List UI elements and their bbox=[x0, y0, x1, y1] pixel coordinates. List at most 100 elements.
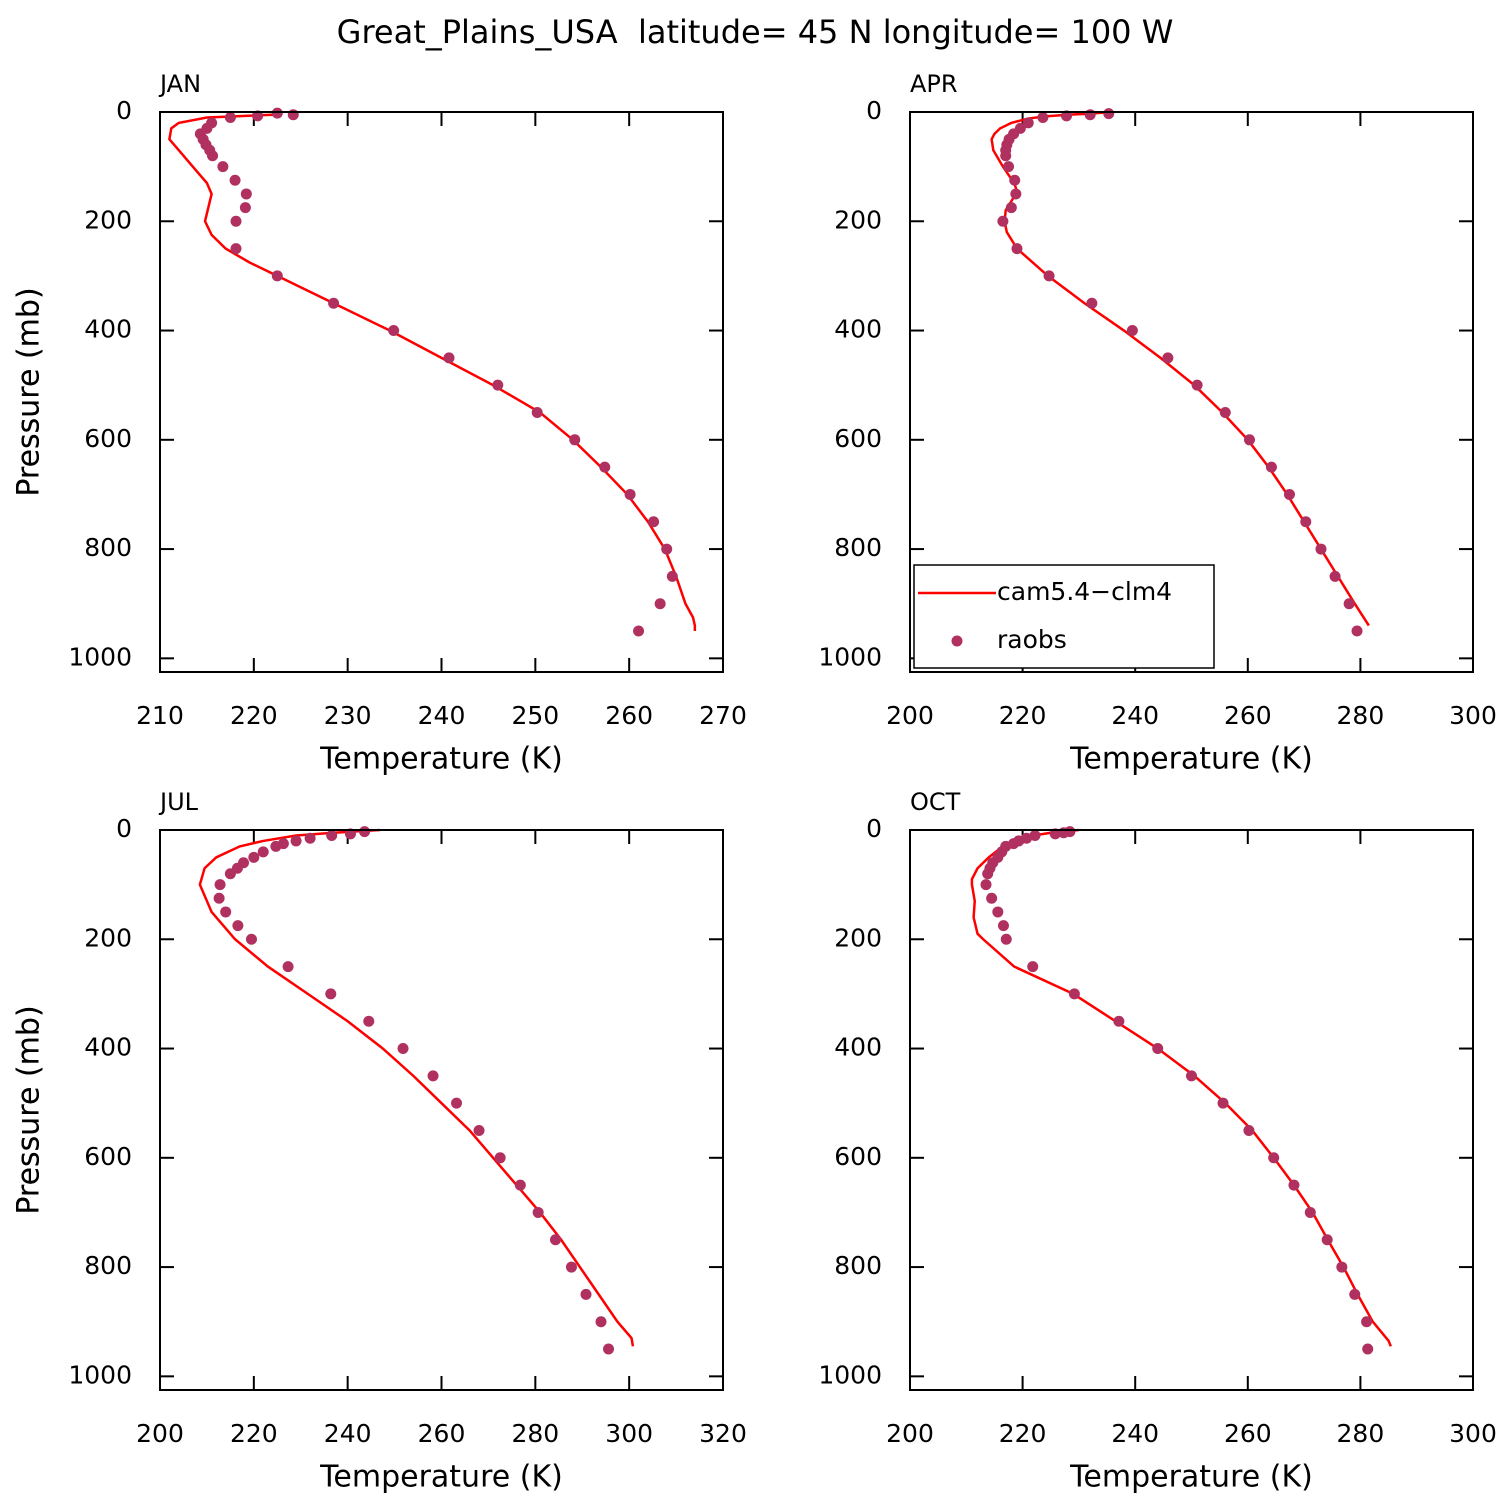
y-tick-label: 1000 bbox=[818, 642, 882, 671]
y-tick-label: 600 bbox=[834, 1142, 882, 1171]
profile-line bbox=[970, 828, 1392, 1347]
obs-dot bbox=[230, 215, 242, 227]
obs-dot bbox=[230, 243, 242, 255]
obs-dot bbox=[427, 1070, 439, 1082]
y-axis-label: Pressure (mb) bbox=[12, 1005, 47, 1214]
y-tick-label: 1000 bbox=[68, 642, 132, 671]
obs-dot bbox=[240, 188, 252, 200]
x-tick-label: 280 bbox=[511, 1419, 559, 1448]
obs-dot bbox=[569, 434, 581, 446]
obs-dot bbox=[270, 840, 282, 852]
obs-dot bbox=[1011, 243, 1023, 255]
x-tick-label: 250 bbox=[511, 701, 559, 730]
obs-dot bbox=[531, 406, 543, 418]
obs-dot bbox=[1037, 111, 1049, 123]
obs-dot bbox=[1000, 933, 1012, 945]
obs-dot bbox=[344, 828, 356, 840]
y-tick-label: 200 bbox=[84, 923, 132, 952]
obs-dot bbox=[595, 1316, 607, 1328]
obs-dot bbox=[451, 1097, 463, 1109]
obs-dot bbox=[473, 1124, 485, 1136]
obs-dot bbox=[257, 846, 269, 858]
y-tick-label: 400 bbox=[834, 315, 882, 344]
obs-dot bbox=[666, 570, 678, 582]
obs-dot bbox=[1300, 516, 1312, 528]
obs-dot bbox=[661, 543, 673, 555]
y-tick-label: 200 bbox=[834, 205, 882, 234]
y-tick-label: 600 bbox=[834, 424, 882, 453]
obs-dot bbox=[1005, 202, 1017, 214]
obs-dot bbox=[1009, 174, 1021, 186]
obs-dot bbox=[624, 488, 636, 500]
obs-dot bbox=[997, 215, 1009, 227]
obs-dot bbox=[1217, 1097, 1229, 1109]
profile-line bbox=[990, 110, 1370, 627]
obs-dot bbox=[565, 1261, 577, 1273]
obs-dot bbox=[282, 961, 294, 973]
obs-dot bbox=[248, 851, 260, 863]
panel: JUL 200 220 240 260 280 300 320 0 200 400 600 800 100… bbox=[12, 788, 747, 1495]
obs-dot bbox=[992, 906, 1004, 918]
legend-dot bbox=[951, 635, 963, 647]
obs-dot bbox=[1243, 434, 1255, 446]
obs-dot bbox=[1268, 1152, 1280, 1164]
x-tick-label: 260 bbox=[605, 701, 653, 730]
x-tick-label: 300 bbox=[1449, 701, 1497, 730]
obs-dot bbox=[1304, 1206, 1316, 1218]
y-tick-label: 0 bbox=[116, 814, 132, 843]
obs-dot bbox=[1321, 1234, 1333, 1246]
obs-dot bbox=[1243, 1124, 1255, 1136]
obs-dot bbox=[220, 906, 232, 918]
obs-dot bbox=[1191, 379, 1203, 391]
y-tick-label: 800 bbox=[84, 1251, 132, 1280]
x-tick-label: 220 bbox=[230, 1419, 278, 1448]
plot-frame bbox=[909, 829, 1474, 1391]
obs-dot bbox=[287, 109, 299, 121]
obs-dot bbox=[224, 111, 236, 123]
x-tick-label: 220 bbox=[999, 1419, 1047, 1448]
obs-dot bbox=[980, 879, 992, 891]
y-tick-label: 0 bbox=[866, 814, 882, 843]
obs-dot bbox=[550, 1234, 562, 1246]
x-tick-label: 280 bbox=[1337, 701, 1385, 730]
panel-title: JUL bbox=[158, 788, 199, 816]
obs-dot bbox=[654, 598, 666, 610]
obs-dot bbox=[232, 920, 244, 932]
y-tick-label: 400 bbox=[84, 315, 132, 344]
panel-title: OCT bbox=[910, 788, 961, 816]
obs-dot bbox=[1265, 461, 1277, 473]
obs-dot bbox=[271, 270, 283, 282]
obs-dot bbox=[1061, 110, 1073, 122]
obs-dot bbox=[229, 174, 241, 186]
legend-label: cam5.4−clm4 bbox=[997, 577, 1172, 606]
obs-dot bbox=[1029, 829, 1041, 841]
obs-dot bbox=[1336, 1261, 1348, 1273]
x-tick-label: 220 bbox=[999, 701, 1047, 730]
obs-dot bbox=[252, 110, 264, 122]
obs-dot bbox=[1351, 625, 1363, 637]
obs-dot bbox=[245, 933, 257, 945]
obs-dot bbox=[224, 868, 236, 880]
y-tick-label: 1000 bbox=[68, 1360, 132, 1389]
obs-dot bbox=[1010, 188, 1022, 200]
obs-dot bbox=[1152, 1043, 1164, 1055]
panel-title: APR bbox=[910, 70, 958, 98]
obs-dot bbox=[1186, 1070, 1197, 1082]
y-tick-label: 400 bbox=[84, 1033, 132, 1062]
y-tick-label: 800 bbox=[834, 1251, 882, 1280]
x-tick-label: 240 bbox=[1111, 1419, 1159, 1448]
legend-box bbox=[913, 564, 1215, 669]
obs-dot bbox=[1086, 297, 1098, 309]
obs-dot bbox=[213, 892, 225, 904]
obs-dot bbox=[997, 920, 1009, 932]
obs-dot bbox=[1049, 828, 1061, 840]
obs-dot bbox=[492, 379, 504, 391]
obs-dot bbox=[1361, 1316, 1373, 1328]
x-tick-label: 200 bbox=[136, 1419, 184, 1448]
obs-dot bbox=[304, 832, 316, 844]
obs-dot bbox=[1349, 1288, 1361, 1300]
x-axis-label: Temperature (K) bbox=[319, 742, 563, 777]
x-tick-label: 260 bbox=[1224, 701, 1272, 730]
y-tick-label: 0 bbox=[866, 96, 882, 125]
x-tick-label: 240 bbox=[418, 701, 466, 730]
